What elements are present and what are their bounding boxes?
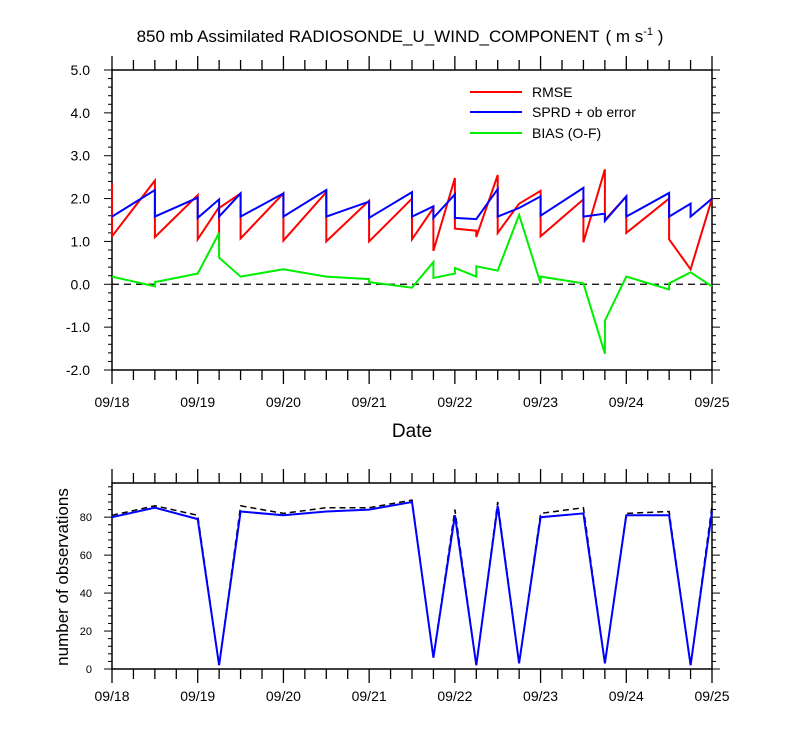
bottom-plot-frame [111, 482, 713, 670]
top-x-tick-label: 09/22 [437, 394, 472, 410]
y-axis-title-observations: number of observations [53, 488, 72, 666]
top-x-tick-label: 09/19 [180, 394, 215, 410]
sprd-line [111, 185, 713, 224]
top-y-tick-label: 0.0 [71, 276, 91, 292]
bottom-series [111, 499, 713, 666]
bottom-y-tick-label: 0 [86, 664, 92, 676]
bottom-y-tick-label: 80 [80, 512, 92, 524]
top-x-tick-labels: 09/18 09/19 09/20 09/21 09/22 09/23 09/24 09/25 [94, 394, 729, 410]
top-x-tick-label: 09/21 [352, 394, 387, 410]
x-axis-title: Date [392, 421, 432, 442]
top-y-tick-label: -1.0 [66, 319, 90, 335]
top-y-tick-label: 4.0 [71, 105, 91, 121]
observations-possible-line [111, 499, 713, 666]
legend-bias-label: BIAS (O-F) [532, 125, 601, 141]
top-y-tick-label: -2.0 [66, 362, 90, 378]
bottom-x-tick-label: 09/20 [266, 688, 301, 704]
top-y-tick-label: 5.0 [71, 62, 91, 78]
top-y-tick-label: 3.0 [71, 148, 91, 164]
rmse-line [111, 169, 713, 272]
bottom-x-tick-label: 09/24 [609, 688, 644, 704]
bottom-x-tick-label: 09/18 [94, 688, 129, 704]
bias-line [111, 211, 713, 354]
legend-rmse-label: RMSE [532, 84, 572, 100]
bottom-x-tick-label: 09/21 [352, 688, 387, 704]
bottom-x-tick-label: 09/19 [180, 688, 215, 704]
legend-sprd-label: SPRD + ob error [532, 104, 636, 120]
top-x-tick-label: 09/25 [694, 394, 729, 410]
top-y-tick-label: 1.0 [71, 233, 91, 249]
bottom-y-tick-label: 20 [80, 626, 92, 638]
bottom-y-tick-labels: 80 60 40 20 0 [80, 512, 92, 676]
bottom-x-tick-label: 09/23 [523, 688, 558, 704]
legend: RMSE SPRD + ob error BIAS (O-F) [470, 84, 636, 141]
observations-used-line [111, 500, 713, 666]
bottom-ticks [104, 469, 720, 683]
bottom-chart: 09/18 09/19 09/20 09/21 09/22 09/23 09/24 09/25… [53, 469, 730, 704]
bottom-x-tick-label: 09/25 [694, 688, 729, 704]
bottom-y-tick-label: 40 [80, 588, 92, 600]
top-x-tick-label: 09/20 [266, 394, 301, 410]
bottom-x-tick-labels: 09/18 09/19 09/20 09/21 09/22 09/23 09/24 09/25 [94, 688, 729, 704]
top-x-tick-label: 09/23 [523, 394, 558, 410]
top-series [111, 169, 713, 354]
bottom-x-tick-label: 09/22 [437, 688, 472, 704]
top-x-tick-label: 09/24 [609, 394, 644, 410]
top-x-tick-label: 09/18 [94, 394, 129, 410]
top-ticks [104, 56, 720, 384]
chart-title: 850 mb Assimilated RADIOSONDE_U_WIND_COM… [137, 26, 664, 46]
top-chart: 09/18 09/19 09/20 09/21 09/22 09/23 09/24 09/25… [66, 56, 730, 442]
top-y-tick-label: 2.0 [71, 191, 91, 207]
bottom-y-tick-label: 60 [80, 550, 92, 562]
top-y-tick-labels: 5.0 4.0 3.0 2.0 1.0 0.0 -1.0 -2.0 [66, 62, 90, 378]
